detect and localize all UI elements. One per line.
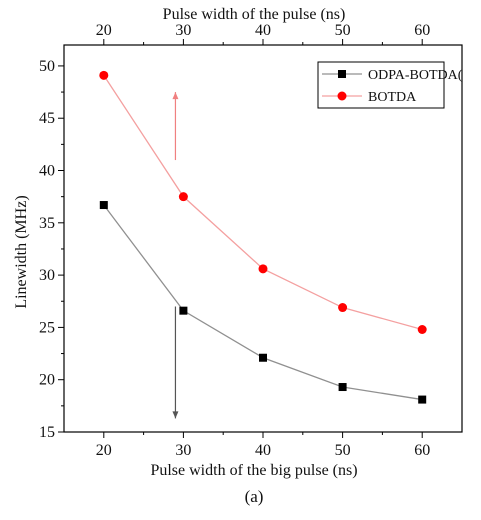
x-tick-label-30: 30 xyxy=(175,442,191,459)
legend-marker-odpa xyxy=(338,70,346,78)
legend-label-odpa: ODPA-BOTDA( xyxy=(368,68,463,83)
x-tick-label-60: 60 xyxy=(414,442,430,459)
top-tick-label-20: 20 xyxy=(96,22,112,39)
y-tick-label-25: 25 xyxy=(39,319,55,336)
annotation-arrowhead-up xyxy=(172,92,179,100)
y-tick-label-30: 30 xyxy=(39,267,55,284)
y-tick-label-45: 45 xyxy=(39,110,55,127)
y-tick-label-20: 20 xyxy=(39,372,55,389)
data-point-odpa-botda xyxy=(259,353,267,362)
x-tick-label-40: 40 xyxy=(255,442,271,459)
annotations xyxy=(172,92,179,419)
annotation-arrowhead-down xyxy=(172,411,179,419)
series-line-botda xyxy=(103,74,423,331)
top-tick-label-30: 30 xyxy=(175,22,191,39)
legend: ODPA-BOTDA( BOTDA xyxy=(317,61,463,109)
top-tick-label-60: 60 xyxy=(414,22,430,39)
axis-ticks: 20 20 30 30 40 40 50 50 60 60 15 20 25 30 35 40 45 50 xyxy=(39,22,430,459)
legend-marker-botda xyxy=(337,91,347,101)
data-point-botda xyxy=(178,192,188,202)
x-tick-label-50: 50 xyxy=(335,442,351,459)
x-axis-title: Pulse width of the big pulse (ns) xyxy=(150,462,357,479)
data-point-botda xyxy=(417,324,427,334)
series-line-odpa-botda xyxy=(103,204,423,401)
data-point-botda xyxy=(338,303,348,313)
legend-label-botda: BOTDA xyxy=(368,90,417,105)
y-tick-label-35: 35 xyxy=(39,215,55,232)
series xyxy=(99,70,427,404)
legend-box xyxy=(317,61,445,109)
data-point-odpa-botda xyxy=(99,201,108,210)
y-tick-label-15: 15 xyxy=(39,424,55,441)
x-tick-label-20: 20 xyxy=(96,442,112,459)
data-point-botda xyxy=(99,70,109,80)
top-tick-label-50: 50 xyxy=(335,22,351,39)
figure-caption: (a) xyxy=(245,487,264,506)
y-tick-label-40: 40 xyxy=(39,163,55,180)
top-axis-title: Pulse width of the pulse (ns) xyxy=(163,6,346,23)
y-axis-title: Linewidth (MHz) xyxy=(13,195,30,308)
data-point-botda xyxy=(258,264,268,274)
data-point-odpa-botda xyxy=(179,306,188,315)
data-point-odpa-botda xyxy=(338,383,347,392)
data-point-odpa-botda xyxy=(418,395,427,404)
top-tick-label-40: 40 xyxy=(255,22,271,39)
y-tick-label-50: 50 xyxy=(39,58,55,75)
